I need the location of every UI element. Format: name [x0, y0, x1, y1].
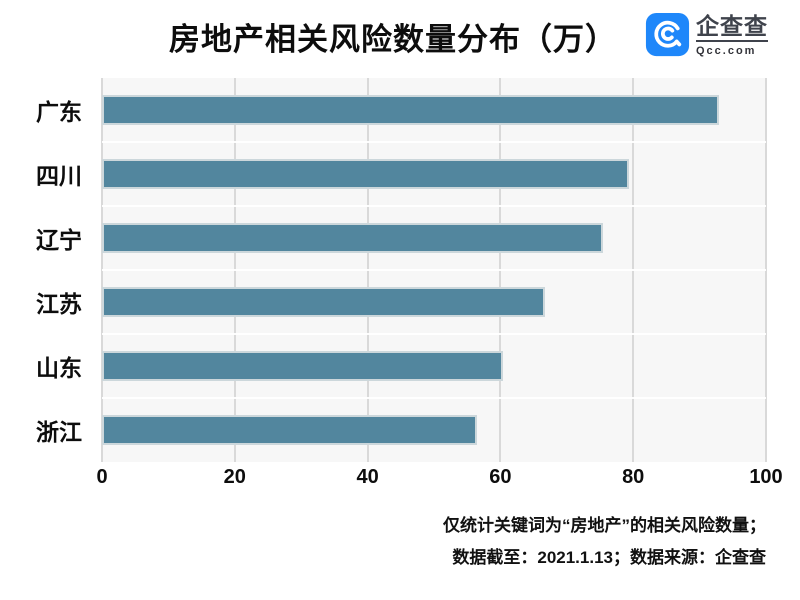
category-label: 广东	[36, 99, 82, 125]
x-tick-label: 40	[356, 466, 379, 488]
chart-title: 房地产相关风险数量分布（万）	[169, 22, 617, 57]
bar	[102, 95, 719, 125]
qcc-domain-text: Qcc.com	[696, 45, 757, 58]
bar	[102, 223, 603, 253]
row-separator	[102, 141, 766, 143]
category-label: 江苏	[36, 291, 82, 317]
bar	[102, 287, 545, 317]
y-axis-labels: 广东四川辽宁江苏山东浙江	[0, 78, 94, 462]
x-axis: 0 20 40 60 80 100	[96, 466, 782, 494]
bar	[102, 351, 504, 381]
row-separator	[102, 397, 766, 399]
row-separator	[102, 205, 766, 207]
footer-note: 仅统计关键词为“房地产”的相关风险数量； 数据截至：2021.1.13；数据来源…	[443, 510, 766, 574]
x-tick-label: 60	[489, 466, 512, 488]
qcc-logo-text: 企查查 Qcc.com	[696, 13, 768, 58]
footer-line-1: 仅统计关键词为“房地产”的相关风险数量；	[443, 516, 766, 535]
bar	[102, 159, 630, 189]
x-tick-label: 80	[622, 466, 645, 488]
category-label: 浙江	[36, 419, 82, 445]
vertical-gridline	[765, 78, 767, 462]
category-label: 山东	[36, 355, 82, 381]
x-tick-label: 0	[96, 466, 108, 488]
row-separator	[102, 333, 766, 335]
row-separator	[102, 269, 766, 271]
bar	[102, 415, 478, 445]
qcc-spiral-icon	[645, 12, 690, 57]
plot-area	[101, 78, 767, 462]
footer-line-2: 数据截至：2021.1.13；数据来源：企查查	[452, 548, 766, 567]
qcc-brand-text: 企查查	[696, 13, 768, 43]
x-tick-label: 20	[223, 466, 246, 488]
category-label: 四川	[36, 163, 82, 189]
x-tick-label: 100	[749, 466, 783, 488]
category-label: 辽宁	[36, 227, 82, 253]
qcc-logo: 企查查 Qcc.com	[645, 12, 768, 57]
